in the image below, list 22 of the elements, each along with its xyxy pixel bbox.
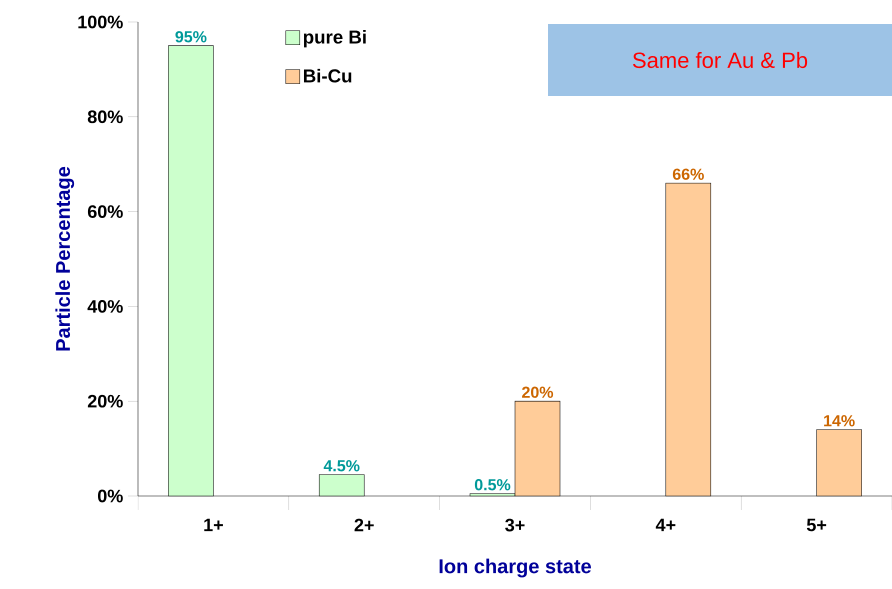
legend-label: pure Bi — [304, 30, 366, 48]
y-tick-label: 20% — [88, 394, 123, 408]
x-tick-label: 4+ — [656, 518, 676, 532]
y-tick-label: 0% — [98, 490, 123, 502]
x-tick-label: 5+ — [806, 518, 826, 532]
x-tick-label: 3+ — [505, 518, 525, 532]
y-tick-label: 40% — [88, 300, 123, 313]
legend-label: Bi-Cu — [304, 68, 352, 83]
annotation: Same for Au & Pb — [632, 52, 808, 68]
data-label: 95% — [175, 31, 206, 42]
data-label: 20% — [522, 386, 554, 398]
x-axis-title: Ion charge state — [440, 558, 591, 578]
y-tick-label: 100% — [78, 16, 123, 28]
x-tick-label: 1+ — [204, 518, 223, 532]
x-tick-label: 2+ — [354, 518, 374, 532]
y-tick-label: 80% — [88, 110, 123, 124]
data-label: 0.5% — [474, 479, 510, 490]
y-tick-label: 60% — [88, 205, 123, 218]
y-axis-title: Particle Percentage — [55, 166, 74, 350]
data-label: 66% — [672, 168, 704, 180]
data-label: 4.5% — [324, 460, 360, 472]
data-label: 14% — [824, 415, 855, 426]
